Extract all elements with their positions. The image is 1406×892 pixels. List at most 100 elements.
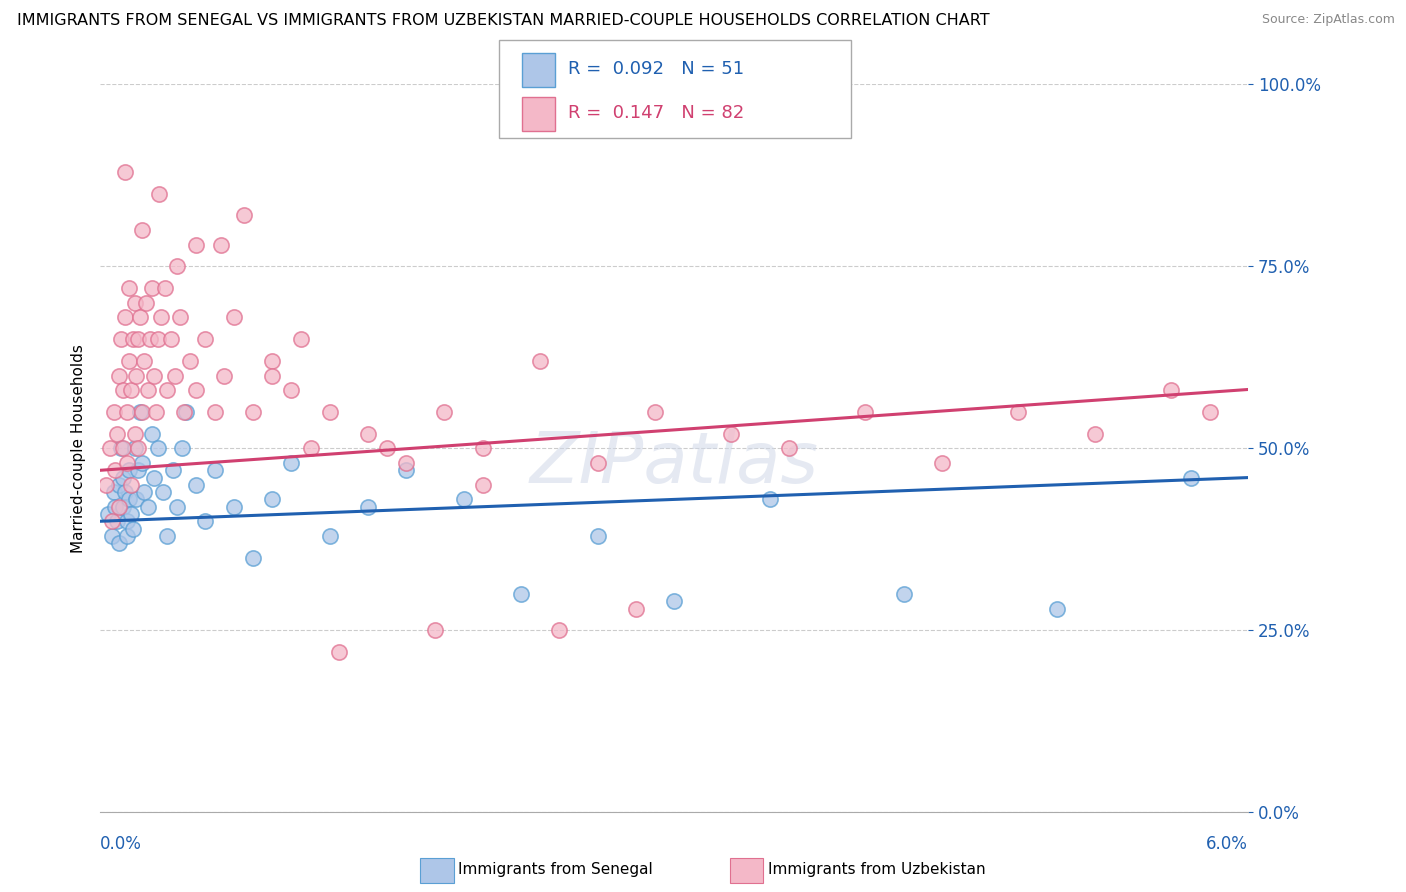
Point	[375, 442, 398, 456]
Point	[758, 492, 780, 507]
Point	[290, 332, 312, 346]
Point	[204, 463, 226, 477]
Point	[173, 405, 195, 419]
Point	[134, 354, 156, 368]
Point	[232, 209, 254, 223]
Point	[115, 529, 138, 543]
Point	[141, 281, 163, 295]
Point	[586, 529, 609, 543]
Point	[135, 296, 157, 310]
Point	[280, 456, 302, 470]
Point	[112, 470, 135, 484]
Point	[103, 485, 125, 500]
Point	[163, 368, 186, 383]
Point	[204, 405, 226, 419]
Point	[120, 507, 142, 521]
Point	[471, 442, 494, 456]
Point	[108, 500, 131, 514]
Text: Immigrants from Senegal: Immigrants from Senegal	[458, 863, 654, 877]
Point	[1198, 405, 1220, 419]
Text: Source: ZipAtlas.com: Source: ZipAtlas.com	[1261, 13, 1395, 27]
Point	[931, 456, 953, 470]
Text: IMMIGRANTS FROM SENEGAL VS IMMIGRANTS FROM UZBEKISTAN MARRIED-COUPLE HOUSEHOLDS : IMMIGRANTS FROM SENEGAL VS IMMIGRANTS FR…	[17, 13, 990, 29]
Point	[105, 514, 128, 528]
Point	[100, 514, 122, 528]
Point	[125, 368, 148, 383]
Point	[118, 492, 141, 507]
Point	[152, 485, 174, 500]
Text: Immigrants from Uzbekistan: Immigrants from Uzbekistan	[768, 863, 986, 877]
Point	[131, 456, 153, 470]
Point	[357, 500, 380, 514]
Point	[395, 456, 418, 470]
Point	[120, 383, 142, 397]
Point	[169, 310, 191, 325]
Point	[118, 354, 141, 368]
Point	[395, 463, 418, 477]
Point	[328, 645, 350, 659]
Point	[1180, 470, 1202, 484]
Point	[142, 368, 165, 383]
Point	[139, 332, 162, 346]
Point	[160, 332, 183, 346]
Point	[214, 368, 236, 383]
Point	[262, 354, 284, 368]
Point	[136, 500, 159, 514]
Point	[644, 405, 666, 419]
Point	[110, 332, 132, 346]
Y-axis label: Married-couple Households: Married-couple Households	[72, 344, 86, 553]
Point	[166, 260, 188, 274]
Point	[105, 426, 128, 441]
Point	[114, 165, 136, 179]
Point	[423, 624, 446, 638]
Point	[150, 310, 173, 325]
Point	[510, 587, 533, 601]
Point	[184, 383, 207, 397]
Point	[118, 463, 141, 477]
Point	[172, 442, 194, 456]
Point	[720, 426, 742, 441]
Point	[127, 463, 149, 477]
Text: 0.0%: 0.0%	[100, 835, 142, 853]
Point	[124, 296, 146, 310]
Point	[184, 478, 207, 492]
Text: ZIP​atlas: ZIP​atlas	[530, 428, 818, 498]
Point	[125, 492, 148, 507]
Point	[108, 536, 131, 550]
Point	[120, 478, 142, 492]
Point	[129, 310, 152, 325]
Point	[97, 507, 120, 521]
Point	[146, 332, 169, 346]
Point	[136, 383, 159, 397]
Point	[1007, 405, 1029, 419]
Point	[127, 332, 149, 346]
Point	[453, 492, 475, 507]
Point	[114, 310, 136, 325]
Point	[209, 237, 232, 252]
Point	[124, 426, 146, 441]
Point	[1084, 426, 1107, 441]
Point	[108, 368, 131, 383]
Point	[112, 442, 135, 456]
Point	[114, 485, 136, 500]
Point	[471, 478, 494, 492]
Point	[148, 186, 170, 201]
Point	[129, 405, 152, 419]
Point	[179, 354, 201, 368]
Point	[893, 587, 915, 601]
Point	[104, 500, 127, 514]
Point	[103, 405, 125, 419]
Point	[104, 463, 127, 477]
Point	[529, 354, 551, 368]
Point	[100, 529, 122, 543]
Point	[156, 383, 179, 397]
Point	[110, 442, 132, 456]
Point	[318, 529, 340, 543]
Point	[853, 405, 876, 419]
Point	[1160, 383, 1182, 397]
Point	[166, 500, 188, 514]
Point	[153, 281, 176, 295]
Point	[194, 332, 217, 346]
Point	[624, 601, 647, 615]
Point	[94, 478, 117, 492]
